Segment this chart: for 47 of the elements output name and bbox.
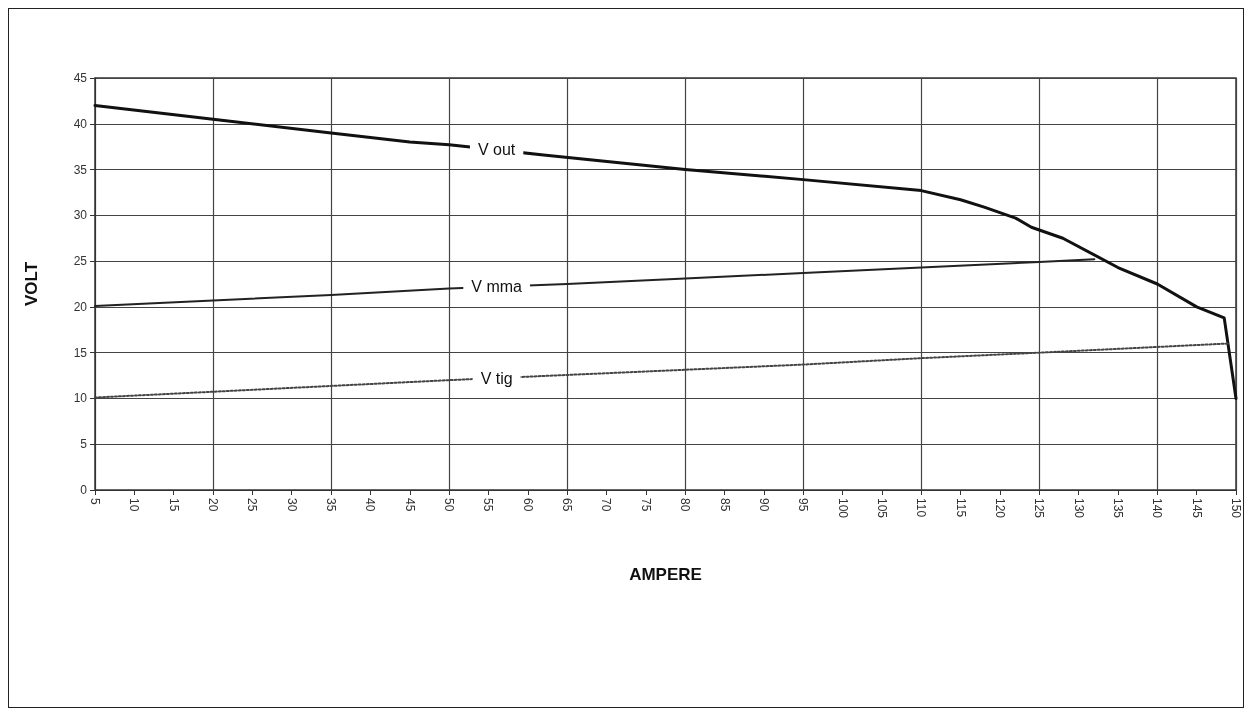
series-label: V tig <box>480 369 513 387</box>
y-tick-label: 15 <box>73 345 88 360</box>
x-tick-label: 140 <box>1150 498 1165 519</box>
x-tick-label: 90 <box>756 498 771 512</box>
y-tick-label: 20 <box>73 299 88 314</box>
x-tick-label: 80 <box>678 498 693 512</box>
x-axis-title: AMPERE <box>629 565 702 584</box>
y-tick-label: 0 <box>80 483 88 497</box>
x-tick-label: 125 <box>1032 498 1047 519</box>
line-series <box>94 258 1096 307</box>
x-tick-label: 150 <box>1229 498 1243 519</box>
x-tick-label: 35 <box>324 498 339 512</box>
x-tick-label: 60 <box>520 498 535 512</box>
series-label: V mma <box>471 278 523 296</box>
y-tick-label: 5 <box>80 437 88 452</box>
y-tick-label: 25 <box>73 254 88 269</box>
x-tick-label: 30 <box>284 498 299 512</box>
x-tick-label: 145 <box>1189 498 1204 519</box>
y-tick-label: 10 <box>73 391 88 406</box>
y-tick-label: 30 <box>73 208 88 223</box>
x-tick-label: 110 <box>914 498 929 518</box>
x-tick-label: 105 <box>874 498 889 519</box>
y-tick-label: 40 <box>73 116 88 131</box>
x-tick-label: 75 <box>638 498 653 512</box>
y-axis-title: VOLT <box>22 261 41 307</box>
x-tick-label: 85 <box>717 498 732 512</box>
x-tick-label: 115 <box>953 498 968 518</box>
x-tick-label: 45 <box>402 498 417 512</box>
x-tick-label: 120 <box>992 498 1007 519</box>
series-label: V out <box>477 141 516 159</box>
x-tick-label: 20 <box>206 498 221 512</box>
x-tick-label: 65 <box>560 498 575 512</box>
x-tick-label: 10 <box>127 498 142 512</box>
x-tick-label: 40 <box>363 498 378 512</box>
x-tick-label: 130 <box>1071 498 1086 519</box>
line-series <box>93 103 1238 400</box>
x-tick-label: 70 <box>599 498 614 512</box>
x-tick-label: 100 <box>835 498 850 519</box>
x-tick-label: 5 <box>88 498 102 505</box>
x-tick-label: 15 <box>166 498 181 512</box>
x-tick-label: 135 <box>1110 498 1125 519</box>
x-tick-label: 55 <box>481 498 496 512</box>
x-tick-label: 25 <box>245 498 260 512</box>
y-tick-label: 35 <box>73 162 88 177</box>
x-tick-label: 50 <box>442 498 457 512</box>
x-tick-label: 95 <box>796 498 811 512</box>
y-tick-label: 45 <box>73 71 88 85</box>
